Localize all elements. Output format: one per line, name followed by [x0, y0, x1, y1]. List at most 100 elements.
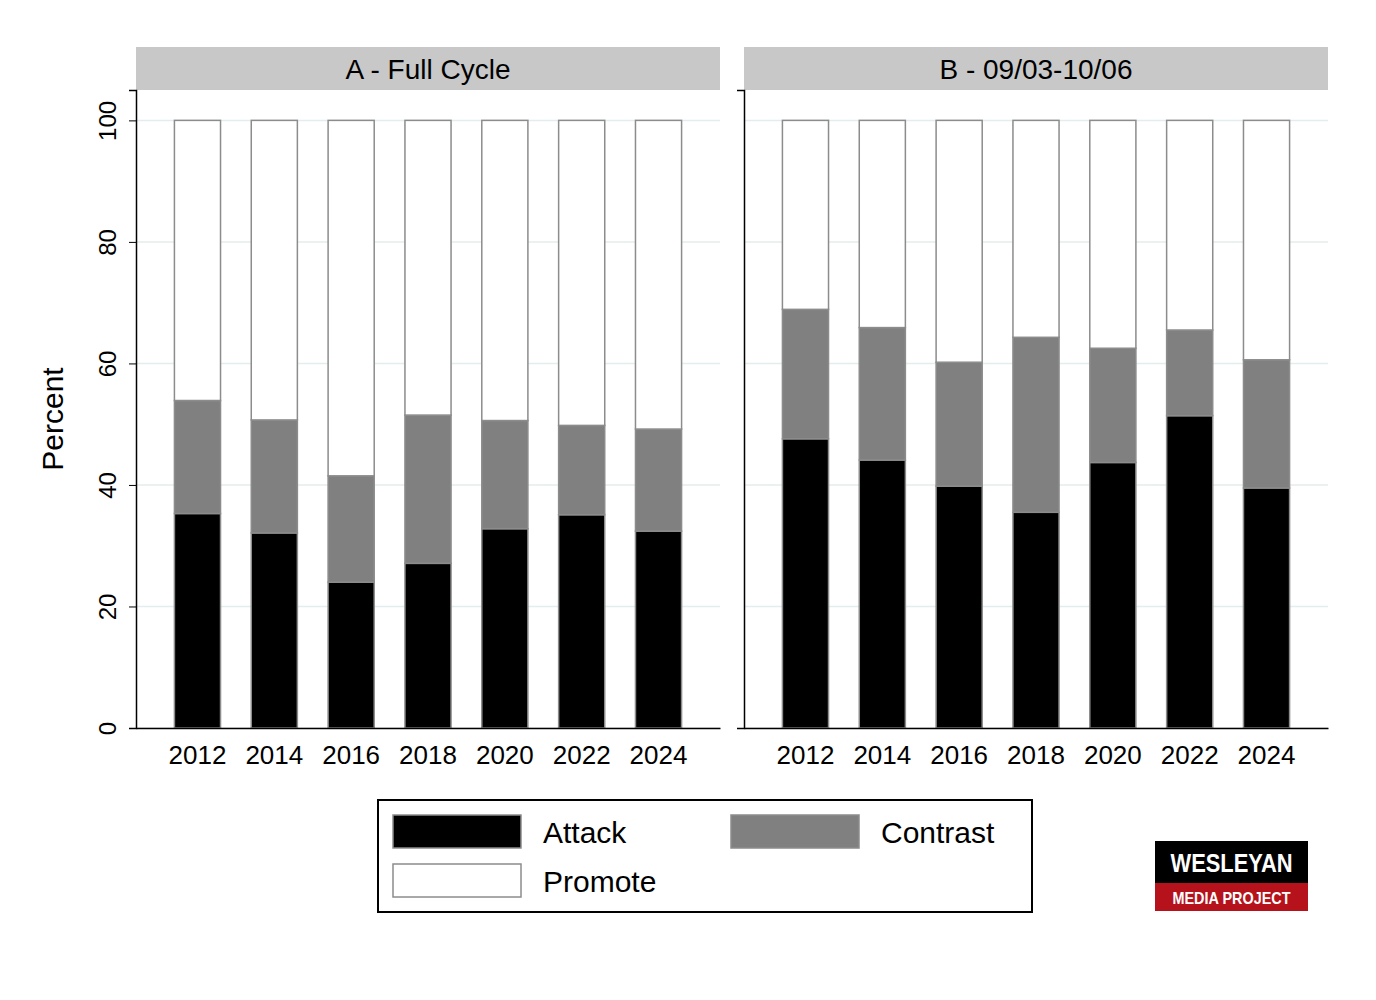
- panel: B - 09/03-10/062012201420162018202020222…: [737, 47, 1329, 770]
- bar: [936, 362, 982, 486]
- bar: [482, 120, 528, 420]
- x-axis: 2012 2014 2016 2018 2020 2022 2024: [137, 728, 721, 770]
- x-axis: 2012 2014 2016 2018 2020 2022 2024: [745, 728, 1329, 770]
- bar: [405, 415, 451, 563]
- x-axis-line: [137, 728, 721, 730]
- bars: [174, 120, 681, 728]
- bar: [1167, 120, 1213, 330]
- bar: [635, 429, 681, 531]
- y-tick-label: 0: [94, 722, 121, 735]
- y-tick-mark: [129, 606, 136, 607]
- x-tick: 2024: [630, 728, 688, 770]
- bar: [859, 120, 905, 327]
- x-tick-label: 2022: [1161, 740, 1219, 770]
- legend-label: Contrast: [881, 816, 995, 849]
- x-tick-label: 2020: [476, 740, 534, 770]
- bar: [1243, 360, 1289, 488]
- y-tick-label: 20: [94, 594, 121, 621]
- bar: [174, 120, 220, 400]
- panel-strip: [136, 47, 720, 90]
- x-tick-label: 2024: [630, 740, 688, 770]
- bar: [328, 582, 374, 728]
- y-tick-mark: [129, 728, 136, 729]
- x-tick-label: 2014: [853, 740, 911, 770]
- x-tick-label: 2016: [930, 740, 988, 770]
- bar: [251, 420, 297, 533]
- x-tick: 2012: [169, 728, 227, 770]
- logo-top: [1155, 841, 1308, 883]
- x-tick: 2022: [553, 728, 611, 770]
- x-tick-label: 2018: [399, 740, 457, 770]
- legend-swatch: [393, 815, 521, 848]
- bar: [251, 120, 297, 420]
- y-tick-mark: [129, 242, 136, 243]
- legend-item: Promote: [393, 864, 656, 898]
- x-tick: 2024: [1238, 728, 1296, 770]
- y-tick-mark: [129, 363, 136, 364]
- x-axis-line: [745, 728, 1329, 730]
- y-axis-line: [129, 91, 137, 729]
- x-tick-label: 2024: [1238, 740, 1296, 770]
- x-tick: 2018: [399, 728, 457, 770]
- panel: A - Full Cycle20122014201620182020202220…: [36, 47, 721, 770]
- y-axis: 0 20 40 60 80 100: [94, 91, 137, 736]
- bar: [559, 515, 605, 728]
- logo-bottom: [1155, 883, 1308, 911]
- bar: [405, 563, 451, 728]
- bar: [1090, 462, 1136, 728]
- y-tick: 20: [94, 594, 136, 621]
- legend-item: Attack: [393, 815, 627, 849]
- grid: [136, 120, 720, 728]
- panel-title: B - 09/03-10/06: [939, 54, 1132, 85]
- bar: [936, 120, 982, 362]
- bar: [1013, 337, 1059, 512]
- bar: [859, 328, 905, 460]
- bar: [859, 460, 905, 728]
- bar: [1013, 120, 1059, 337]
- y-axis-line: [737, 91, 745, 729]
- x-tick: 2018: [1007, 728, 1065, 770]
- bars: [782, 120, 1289, 728]
- x-tick-label: 2014: [245, 740, 303, 770]
- bar: [328, 120, 374, 475]
- logo-line: MEDIA PROJECT: [1173, 889, 1292, 908]
- legend-box: [378, 800, 1032, 912]
- y-tick-label: 80: [94, 229, 121, 256]
- y-axis-title: Percent: [36, 367, 69, 471]
- bar: [1167, 416, 1213, 728]
- x-tick: 2016: [322, 728, 380, 770]
- y-tick-mark: [129, 120, 136, 121]
- x-tick-label: 2016: [322, 740, 380, 770]
- bar: [936, 486, 982, 728]
- logo-line: WESLEYAN: [1171, 848, 1293, 878]
- x-tick: 2012: [777, 728, 835, 770]
- legend: Attack Contrast Promote: [378, 800, 1032, 912]
- y-tick-label: 40: [94, 472, 121, 499]
- bar: [174, 400, 220, 513]
- y-tick: 0: [94, 722, 136, 735]
- legend-item: Contrast: [731, 815, 995, 849]
- y-tick: 100: [94, 101, 136, 141]
- bar: [328, 476, 374, 582]
- y-tick: 40: [94, 472, 136, 499]
- panel-strip: [744, 47, 1328, 90]
- bar: [1243, 488, 1289, 728]
- bar: [1013, 512, 1059, 728]
- panel-title: A - Full Cycle: [346, 54, 511, 85]
- bar: [482, 529, 528, 728]
- bar: [782, 309, 828, 438]
- grid: [744, 120, 1328, 728]
- logo: WESLEYAN MEDIA PROJECT: [1155, 841, 1308, 911]
- legend-swatch: [393, 864, 521, 897]
- x-tick-label: 2012: [169, 740, 227, 770]
- x-tick: 2014: [245, 728, 303, 770]
- bar: [482, 421, 528, 529]
- x-tick-label: 2020: [1084, 740, 1142, 770]
- y-tick: 80: [94, 229, 136, 256]
- y-tick-label: 60: [94, 351, 121, 378]
- bar: [635, 120, 681, 429]
- y-tick-mark: [129, 485, 136, 486]
- x-tick: 2020: [476, 728, 534, 770]
- bar: [405, 120, 451, 415]
- x-tick: 2022: [1161, 728, 1219, 770]
